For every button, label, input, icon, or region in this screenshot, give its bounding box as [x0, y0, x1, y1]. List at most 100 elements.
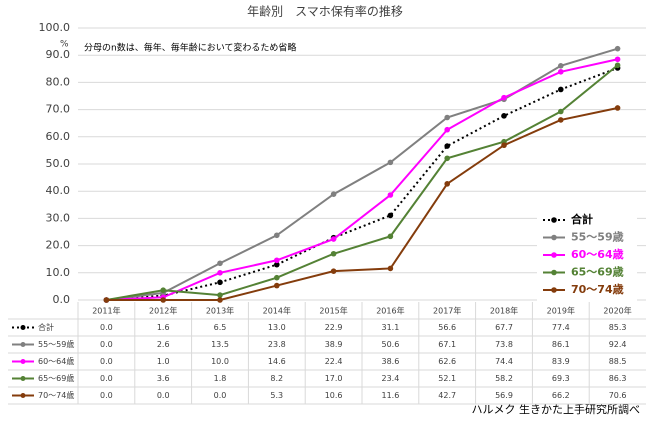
- data-point: [330, 268, 337, 274]
- y-tick-label: 40.0: [46, 184, 71, 197]
- table-legend-marker: [20, 342, 26, 347]
- legend-label: 70〜74歳: [571, 282, 624, 296]
- table-value: 0.0: [100, 323, 113, 332]
- table-value: 92.4: [609, 340, 627, 349]
- data-point: [330, 236, 337, 242]
- table-value: 85.3: [609, 323, 627, 332]
- annotation: 分母のn数は、毎年、毎年齢において変わるため省略: [84, 42, 296, 54]
- x-tick-label: 2016年: [376, 306, 404, 316]
- data-point: [217, 297, 223, 303]
- table-value: 70.6: [609, 391, 627, 400]
- table-value: 86.3: [609, 374, 627, 383]
- data-point: [274, 232, 280, 239]
- data-point: [558, 68, 564, 75]
- y-tick-label: 90.0: [46, 48, 71, 61]
- x-tick-label: 2020年: [603, 306, 631, 316]
- legend-label: 合計: [571, 212, 593, 226]
- legend-marker: [551, 287, 557, 293]
- table-value: 0.0: [100, 357, 113, 366]
- data-point: [614, 62, 621, 69]
- data-point: [217, 279, 223, 286]
- data-point: [387, 265, 394, 272]
- x-tick-label: 2019年: [547, 306, 575, 316]
- data-point: [217, 260, 223, 267]
- legend-marker: [551, 269, 557, 276]
- series-line: [106, 64, 619, 301]
- legend-marker: [551, 234, 557, 241]
- data-point: [387, 159, 394, 166]
- data-point: [160, 297, 166, 303]
- table-value: 1.8: [214, 374, 227, 383]
- y-tick-label: 10.0: [46, 266, 71, 279]
- series-line: [106, 106, 618, 301]
- table-legend-marker: [20, 393, 26, 398]
- chart-title: 年齢別 スマホ保有率の推移: [247, 4, 403, 19]
- data-point: [614, 45, 621, 52]
- table-value: 52.1: [438, 374, 456, 383]
- y-tick-label: 0.0: [53, 293, 71, 306]
- legend-label: 65〜69歳: [571, 265, 624, 279]
- source: ハルメク 生きかた上手研究所調べ: [472, 402, 641, 416]
- table-series-name: 65〜69歳: [38, 373, 74, 383]
- y-tick-label: 70.0: [46, 103, 71, 116]
- table-value: 11.6: [381, 391, 399, 400]
- table-value: 13.5: [211, 340, 229, 349]
- data-point: [501, 113, 507, 119]
- table-series-name: 55〜59歳: [38, 339, 74, 349]
- data-point: [387, 212, 394, 219]
- data-point: [501, 94, 507, 101]
- series-line: [106, 58, 618, 301]
- table-value: 50.6: [381, 340, 399, 349]
- data-point: [444, 114, 451, 121]
- table-value: 0.0: [214, 391, 227, 400]
- table-value: 0.0: [157, 391, 170, 400]
- table-value: 83.9: [552, 357, 570, 366]
- data-point: [160, 287, 166, 294]
- data-point: [330, 191, 337, 197]
- data-point: [274, 261, 280, 268]
- table-value: 10.0: [211, 357, 229, 366]
- table-value: 0.0: [100, 374, 113, 383]
- data-point: [444, 155, 451, 162]
- data-point: [387, 192, 394, 198]
- table-value: 6.5: [214, 323, 227, 332]
- data-point: [558, 108, 564, 115]
- x-tick-label: 2017年: [433, 306, 461, 316]
- y-tick-label: 50.0: [46, 157, 71, 170]
- data-point: [614, 56, 621, 63]
- data-point: [558, 86, 564, 93]
- table-value: 56.9: [495, 391, 513, 400]
- x-tick-label: 2013年: [206, 306, 234, 316]
- data-point: [103, 297, 110, 303]
- x-tick-label: 2012年: [149, 306, 177, 316]
- y-tick-label: 60.0: [46, 130, 71, 143]
- table-value: 67.7: [495, 323, 513, 332]
- table-value: 23.8: [268, 340, 286, 349]
- table-legend-marker: [20, 325, 26, 330]
- table-value: 17.0: [325, 374, 343, 383]
- table-series-name: 60〜64歳: [38, 356, 74, 366]
- data-point: [558, 63, 564, 69]
- table-legend-marker: [20, 359, 26, 364]
- y-tick-label: 20.0: [46, 239, 71, 252]
- table-value: 74.4: [495, 357, 513, 366]
- table-value: 2.6: [157, 340, 170, 349]
- data-point: [274, 282, 280, 289]
- table-value: 38.6: [381, 357, 399, 366]
- data-point: [614, 105, 621, 111]
- table-value: 23.4: [381, 374, 399, 383]
- table-value: 88.5: [609, 357, 627, 366]
- table-value: 3.6: [157, 374, 170, 383]
- x-tick-label: 2014年: [263, 306, 291, 316]
- table-value: 8.2: [270, 374, 283, 383]
- series-line: [106, 67, 618, 301]
- data-point: [217, 292, 223, 298]
- x-tick-label: 2018年: [490, 306, 518, 316]
- table-value: 1.6: [157, 323, 170, 332]
- table-value: 1.0: [157, 357, 170, 366]
- table-value: 66.2: [552, 391, 570, 400]
- table-series-name: 合計: [38, 322, 54, 332]
- table-legend-marker: [20, 376, 26, 381]
- x-tick-label: 2011年: [92, 306, 120, 316]
